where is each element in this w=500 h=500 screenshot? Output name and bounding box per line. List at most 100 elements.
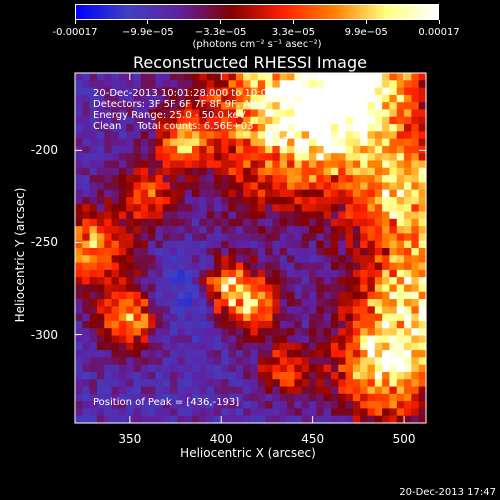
heatmap-cell <box>250 357 259 366</box>
heatmap-cell <box>272 167 281 176</box>
heatmap-cell <box>133 306 142 315</box>
heatmap-cell <box>140 233 149 242</box>
heatmap-cell <box>265 153 274 162</box>
heatmap-cell <box>82 379 91 388</box>
heatmap-cell <box>177 371 186 380</box>
heatmap-cell <box>243 189 252 198</box>
heatmap-cell <box>140 299 149 307</box>
heatmap-cell <box>272 211 281 220</box>
heatmap-cell <box>404 284 412 293</box>
heatmap-cell <box>272 218 281 227</box>
heatmap-cell <box>82 160 91 169</box>
heatmap-cell <box>243 269 252 278</box>
heatmap-cell <box>206 350 215 358</box>
heatmap-cell <box>301 73 310 81</box>
heatmap-cell <box>170 386 178 395</box>
heatmap-cell <box>301 277 310 286</box>
heatmap-cell <box>104 299 113 307</box>
heatmap-cell <box>404 102 412 111</box>
heatmap-cell <box>75 124 83 132</box>
heatmap-cell <box>140 189 149 198</box>
heatmap-cell <box>148 357 157 366</box>
y-tick-label: -200 <box>30 143 58 158</box>
heatmap-cell <box>250 189 259 198</box>
heatmap-cell <box>345 204 354 213</box>
heatmap-cell <box>250 408 259 417</box>
heatmap-cell <box>75 401 83 410</box>
heatmap-cell <box>360 350 369 358</box>
heatmap-cell <box>272 240 281 249</box>
heatmap-cell <box>404 153 412 162</box>
heatmap-cell <box>96 415 105 424</box>
heatmap-cell <box>96 80 105 89</box>
heatmap-cell <box>374 408 383 417</box>
heatmap-cell <box>118 131 127 140</box>
heatmap-cell <box>155 196 164 205</box>
heatmap-cell <box>75 248 83 256</box>
heatmap-cell <box>82 138 91 147</box>
heatmap-cell <box>111 226 120 235</box>
heatmap-cell <box>170 291 178 300</box>
heatmap-cell <box>338 401 347 410</box>
heatmap-cell <box>316 182 325 191</box>
heatmap-cell <box>352 291 361 300</box>
heatmap-cell <box>162 226 171 235</box>
heatmap-cell <box>213 255 222 264</box>
heatmap-cell <box>213 277 222 286</box>
heatmap-cell <box>111 109 120 118</box>
heatmap-cell <box>367 87 376 96</box>
heatmap-cell <box>411 73 420 81</box>
heatmap-cell <box>272 313 281 322</box>
heatmap-cell <box>148 255 157 264</box>
heatmap-cell <box>382 277 391 286</box>
heatmap-cell <box>75 218 83 227</box>
heatmap-cell <box>257 87 266 96</box>
heatmap-cell <box>206 189 215 198</box>
heatmap-cell <box>272 401 281 410</box>
heatmap-cell <box>162 145 171 154</box>
heatmap-cell <box>148 182 157 191</box>
heatmap-cell <box>140 379 149 388</box>
heatmap-cell <box>265 415 274 424</box>
heatmap-cell <box>228 211 237 220</box>
heatmap-cell <box>352 145 361 154</box>
heatmap-cell <box>411 94 420 103</box>
heatmap-cell <box>199 196 208 205</box>
heatmap-cell <box>294 284 303 293</box>
heatmap-cell <box>133 371 142 380</box>
heatmap-cell <box>96 138 105 147</box>
heatmap-cell <box>184 393 193 402</box>
colorbar-tick-label: −3.3e−05 <box>194 27 247 38</box>
heatmap-cell <box>301 160 310 169</box>
heatmap-cell <box>250 306 259 315</box>
heatmap-cell <box>396 328 405 337</box>
heatmap-cell <box>411 233 420 242</box>
heatmap-cell <box>345 124 354 132</box>
heatmap-cell <box>162 262 171 271</box>
heatmap-cell <box>360 211 369 220</box>
heatmap-cell <box>82 145 91 154</box>
heatmap-cell <box>338 211 347 220</box>
heatmap-cell <box>162 248 171 256</box>
heatmap-cell <box>192 175 200 183</box>
heatmap-cell <box>352 124 361 132</box>
heatmap-cell <box>162 408 171 417</box>
heatmap-cell <box>111 102 120 111</box>
heatmap-cell <box>184 255 193 264</box>
heatmap-cell <box>206 167 215 176</box>
heatmap-cell <box>396 138 405 147</box>
heatmap-cell <box>199 306 208 315</box>
heatmap-cell <box>367 269 376 278</box>
heatmap-cell <box>360 262 369 271</box>
heatmap-cell <box>389 320 398 329</box>
heatmap-cell <box>301 167 310 176</box>
heatmap-cell <box>89 131 98 140</box>
heatmap-cell <box>140 109 149 118</box>
heatmap-cell <box>338 277 347 286</box>
heatmap-cell <box>111 131 120 140</box>
heatmap-cell <box>352 160 361 169</box>
heatmap-cell <box>257 167 266 176</box>
heatmap-cell <box>243 277 252 286</box>
heatmap-cell <box>235 218 244 227</box>
heatmap-cell <box>221 277 230 286</box>
